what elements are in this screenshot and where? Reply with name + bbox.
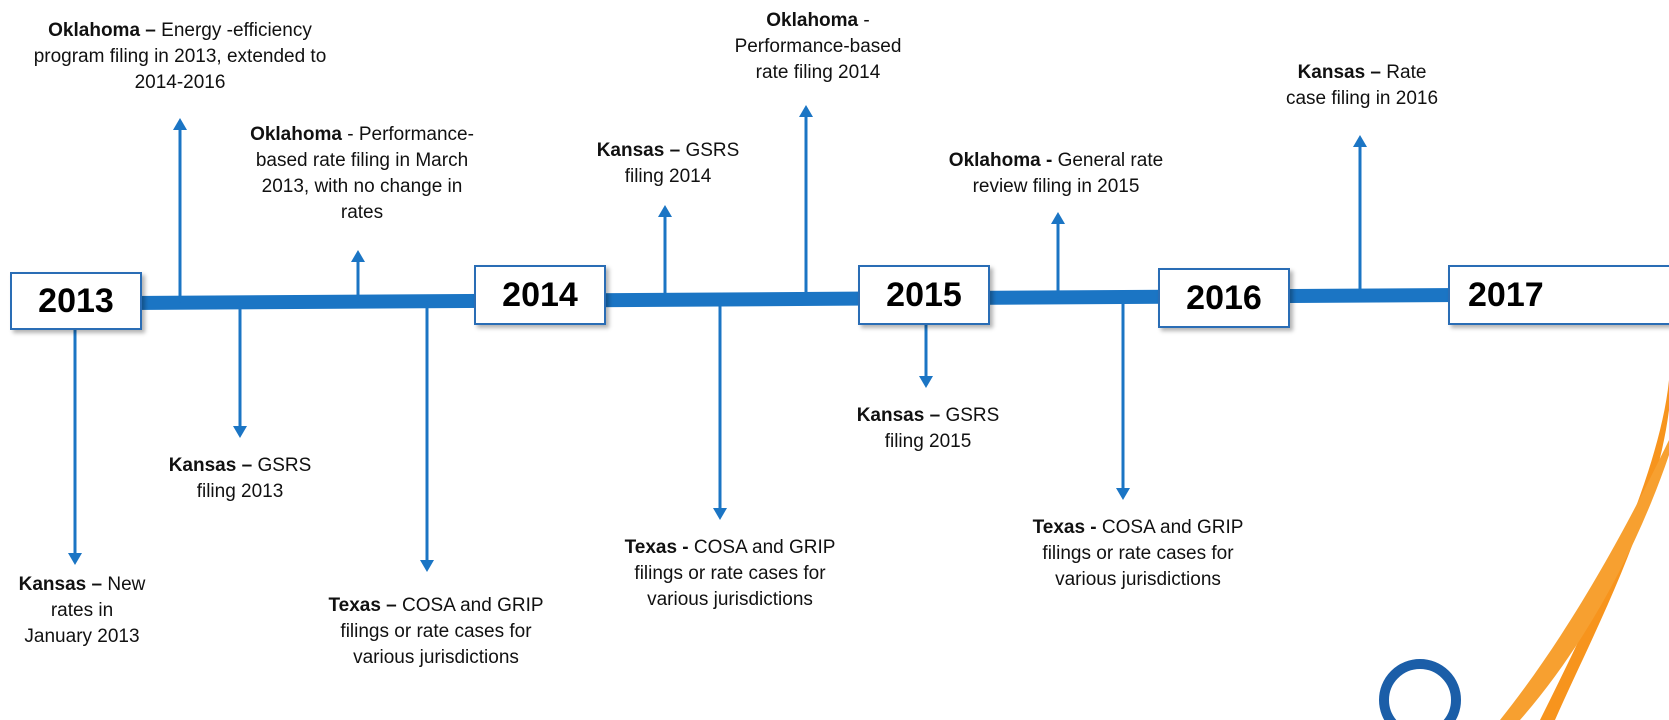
- event-label: Oklahoma - Performance-based rate filing…: [242, 122, 482, 226]
- event-label: Texas – COSA and GRIP filings or rate ca…: [316, 593, 556, 671]
- event-state: Texas -: [625, 537, 689, 558]
- event-label: Oklahoma - Performance-based rate filing…: [718, 8, 918, 86]
- event-label: Kansas – GSRS filing 2013: [155, 453, 325, 505]
- event-label: Kansas – GSRS filing 2015: [843, 403, 1013, 455]
- event-state: Oklahoma -: [949, 150, 1052, 171]
- arrow-head: [1116, 488, 1130, 500]
- arrow-head: [68, 553, 82, 565]
- arrow-head: [420, 560, 434, 572]
- event-label: Oklahoma – Energy -efficiency program fi…: [15, 18, 345, 96]
- logo: [1384, 664, 1456, 720]
- event-label: Kansas – New rates in January 2013: [17, 572, 147, 650]
- arrow-head: [713, 508, 727, 520]
- arrow-head: [173, 118, 187, 130]
- event-state: Kansas –: [169, 455, 252, 476]
- event-state: Kansas –: [1298, 62, 1381, 83]
- arrow-head: [799, 105, 813, 117]
- event-state: Oklahoma –: [48, 20, 156, 41]
- event-label: Oklahoma - General rate review filing in…: [936, 148, 1176, 200]
- swoosh: [1500, 440, 1669, 720]
- event-label: Kansas – GSRS filing 2014: [583, 138, 753, 190]
- year-box: 2015: [858, 265, 990, 325]
- arrow-head: [351, 250, 365, 262]
- year-box: 2016: [1158, 268, 1290, 328]
- event-label: Texas - COSA and GRIP filings or rate ca…: [1018, 515, 1258, 593]
- timeline-page: 2013 2014 2015 2016 2017 Oklahoma – Energy -e…: [0, 0, 1669, 720]
- arrow-head: [919, 376, 933, 388]
- arrow-head: [1353, 135, 1367, 147]
- arrow-head: [658, 205, 672, 217]
- event-label: Kansas – Rate case filing in 2016: [1277, 60, 1447, 112]
- arrow-head: [233, 426, 247, 438]
- event-state: Oklahoma: [250, 124, 342, 145]
- year-box: 2014: [474, 265, 606, 325]
- event-label: Texas - COSA and GRIP filings or rate ca…: [610, 535, 850, 613]
- arrow-head: [1051, 212, 1065, 224]
- event-state: Kansas –: [19, 574, 102, 595]
- event-state: Texas -: [1033, 517, 1097, 538]
- year-box: 2017: [1448, 265, 1669, 325]
- event-state: Texas –: [328, 595, 396, 616]
- event-state: Oklahoma: [766, 10, 858, 31]
- year-box: 2013: [10, 272, 142, 330]
- event-state: Kansas –: [857, 405, 940, 426]
- event-state: Kansas –: [597, 140, 680, 161]
